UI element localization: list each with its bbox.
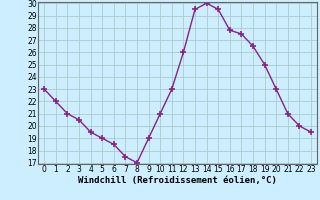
X-axis label: Windchill (Refroidissement éolien,°C): Windchill (Refroidissement éolien,°C) xyxy=(78,176,277,185)
